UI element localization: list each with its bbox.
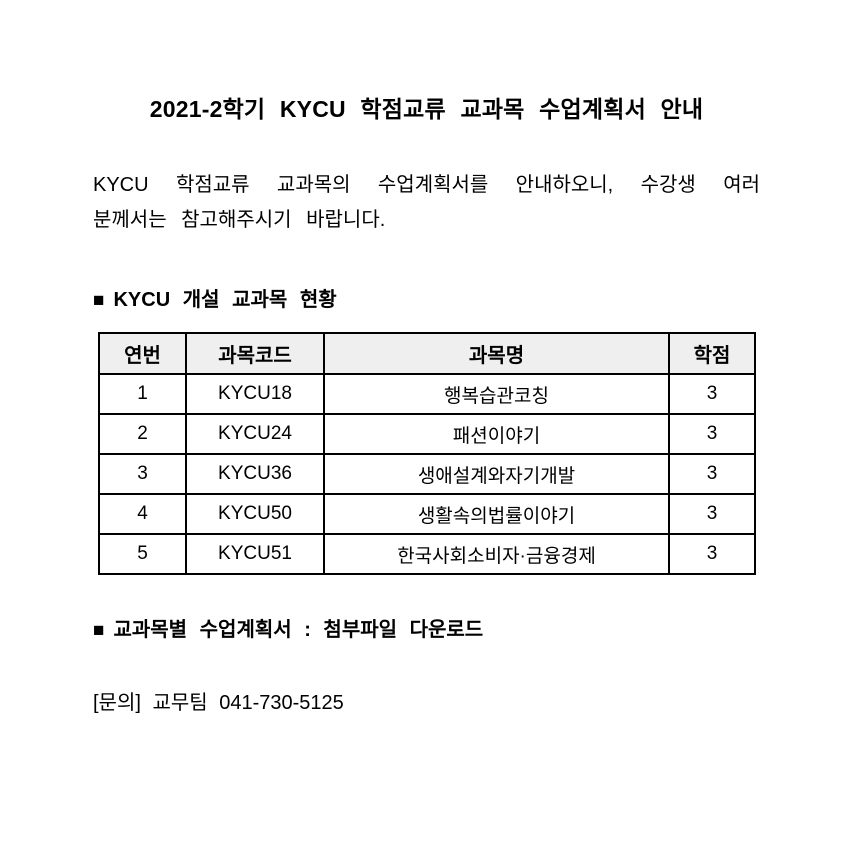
section-heading-open-courses-label: KYCU 개설 교과목 현황: [113, 289, 337, 311]
cell-number: 3: [98, 453, 187, 495]
cell-course-code: KYCU24: [185, 413, 325, 455]
cell-credits: 3: [668, 413, 756, 455]
cell-course-code: KYCU18: [185, 373, 325, 415]
section-heading-syllabus-download: ■ 교과목별 수업계획서 : 첨부파일 다운로드: [93, 613, 760, 642]
cell-course-code: KYCU36: [185, 453, 325, 495]
cell-course-name: 한국사회소비자·금융경제: [323, 533, 670, 575]
cell-credits: 3: [668, 373, 756, 415]
header-cell-course-name: 과목명: [323, 332, 670, 375]
cell-number: 5: [98, 533, 187, 575]
cell-course-name: 행복습관코칭: [323, 373, 670, 415]
cell-course-code: KYCU51: [185, 533, 325, 575]
contact-info: [문의] 교무팀 041-730-5125: [93, 692, 344, 714]
intro-line-1: KYCU 학점교류 교과목의 수업계획서를 안내하오니, 수강생 여러: [93, 174, 760, 196]
cell-number: 1: [98, 373, 187, 415]
course-table: 연번 과목코드 과목명 학점 1 KYCU18 행복습관코칭 3 2 KYCU2…: [98, 332, 756, 575]
table-row: 4 KYCU50 생활속의법률이야기 3: [98, 493, 756, 535]
header-cell-credits: 학점: [668, 332, 756, 375]
table-row: 1 KYCU18 행복습관코칭 3: [98, 373, 756, 415]
cell-course-name: 생애설계와자기개발: [323, 453, 670, 495]
cell-credits: 3: [668, 453, 756, 495]
square-bullet-icon: ■: [93, 620, 105, 641]
cell-number: 2: [98, 413, 187, 455]
page-title: 2021-2학기 KYCU 학점교류 교과목 수업계획서 안내: [149, 96, 704, 122]
table-row: 5 KYCU51 한국사회소비자·금융경제 3: [98, 533, 756, 575]
intro-paragraph: KYCU 학점교류 교과목의 수업계획서를 안내하오니, 수강생 여러 분께서는…: [93, 168, 760, 238]
cell-course-code: KYCU50: [185, 493, 325, 535]
table-row: 3 KYCU36 생애설계와자기개발 3: [98, 453, 756, 495]
header-cell-number: 연번: [98, 332, 187, 375]
cell-course-name: 생활속의법률이야기: [323, 493, 670, 535]
section-heading-syllabus-label: 교과목별 수업계획서 : 첨부파일 다운로드: [113, 619, 484, 641]
table-row: 2 KYCU24 패션이야기 3: [98, 413, 756, 455]
header-cell-course-code: 과목코드: [185, 332, 325, 375]
table-header-row: 연번 과목코드 과목명 학점: [98, 332, 756, 375]
cell-credits: 3: [668, 533, 756, 575]
section-heading-open-courses: ■ KYCU 개설 교과목 현황: [93, 283, 760, 312]
cell-number: 4: [98, 493, 187, 535]
square-bullet-icon: ■: [93, 290, 105, 311]
cell-course-name: 패션이야기: [323, 413, 670, 455]
intro-line-2: 분께서는 참고해주시기 바랍니다.: [93, 209, 386, 231]
cell-credits: 3: [668, 493, 756, 535]
